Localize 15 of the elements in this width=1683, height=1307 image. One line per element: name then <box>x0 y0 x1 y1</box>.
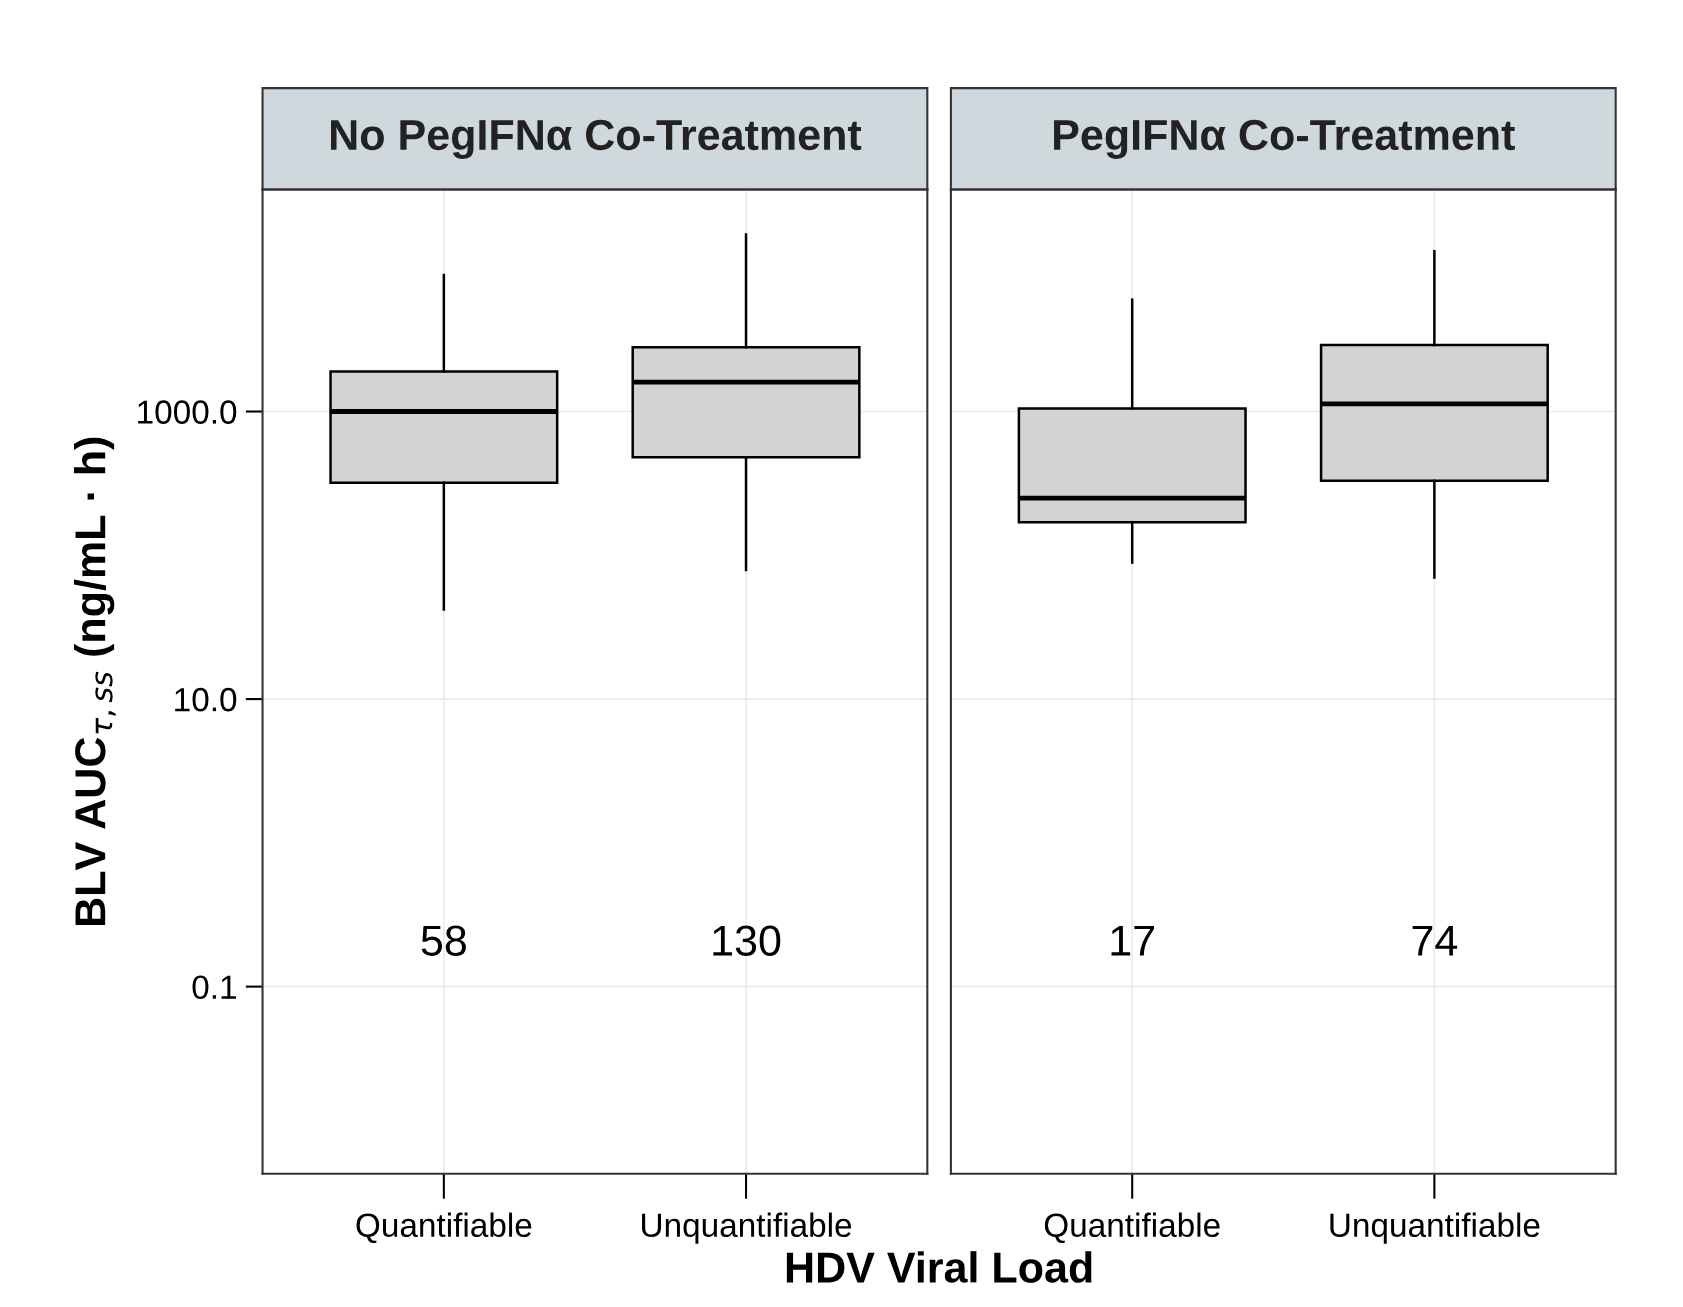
chart-title: PegIFNα Co-Treatment <box>1054 119 1515 159</box>
x-tick-label: Quantifiable <box>1044 1212 1220 1244</box>
y-tick-label: 0.1 <box>192 975 236 1000</box>
x-tick-label: Unquantifiable <box>642 1212 852 1244</box>
y-axis-title: BLV AUC$_{τ,ss}$ (ng/mL · h) <box>73 437 116 925</box>
annotation: 74 <box>1412 925 1458 956</box>
x-tick-label: Quantifiable <box>356 1212 532 1244</box>
annotation: 130 <box>713 925 781 956</box>
y-tick-label: 10.0 <box>175 687 237 712</box>
x-tick-label: Unquantifiable <box>1330 1212 1540 1244</box>
annotation: 17 <box>1111 925 1154 956</box>
x-axis-title: HDV Viral Load <box>786 1251 1092 1283</box>
annotation: 58 <box>421 925 466 956</box>
chart-title: No PegIFNα Co-Treatment <box>331 119 862 159</box>
y-tick-label: 1000.0 <box>138 400 237 424</box>
